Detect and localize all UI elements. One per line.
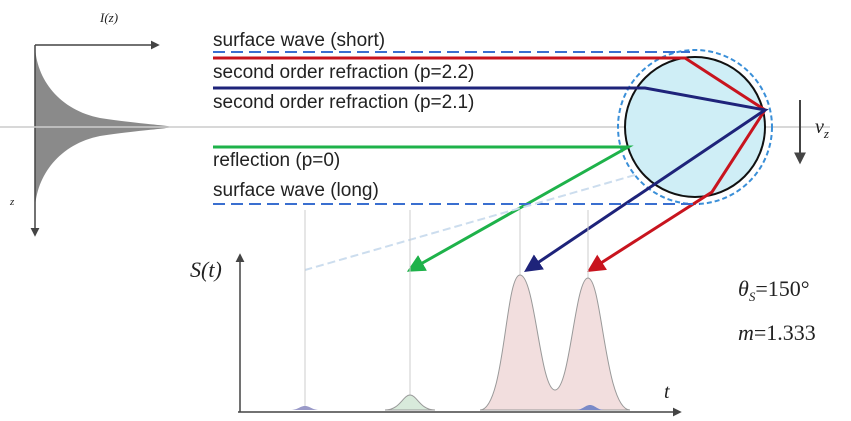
ray-faint (304, 174, 636, 271)
axis-label: I(z) (99, 10, 118, 25)
signal-plot: S(t) t (190, 210, 682, 417)
ray-label: second order refraction (p=2.2) (213, 62, 474, 83)
ray-label: surface wave (short) (213, 30, 385, 51)
axis-label: z (9, 196, 15, 208)
peak (575, 405, 605, 410)
velocity-label: vz (815, 116, 829, 141)
peak (384, 394, 436, 411)
ray-label: second order refraction (p=2.1) (213, 92, 474, 113)
intensity-profile: I(z) z (9, 10, 172, 237)
peak (479, 274, 631, 411)
ray-p21 (213, 86, 769, 273)
parameter: m=1.333 (738, 320, 816, 345)
axis-label: t (664, 381, 670, 403)
parameter: θS=150° (738, 276, 810, 304)
peak (290, 406, 320, 410)
droplet (624, 56, 766, 198)
ray-label: reflection (p=0) (213, 150, 340, 171)
ray-label: surface wave (long) (213, 180, 379, 201)
ray-reflection (213, 145, 634, 272)
axis-label: S(t) (190, 257, 222, 282)
